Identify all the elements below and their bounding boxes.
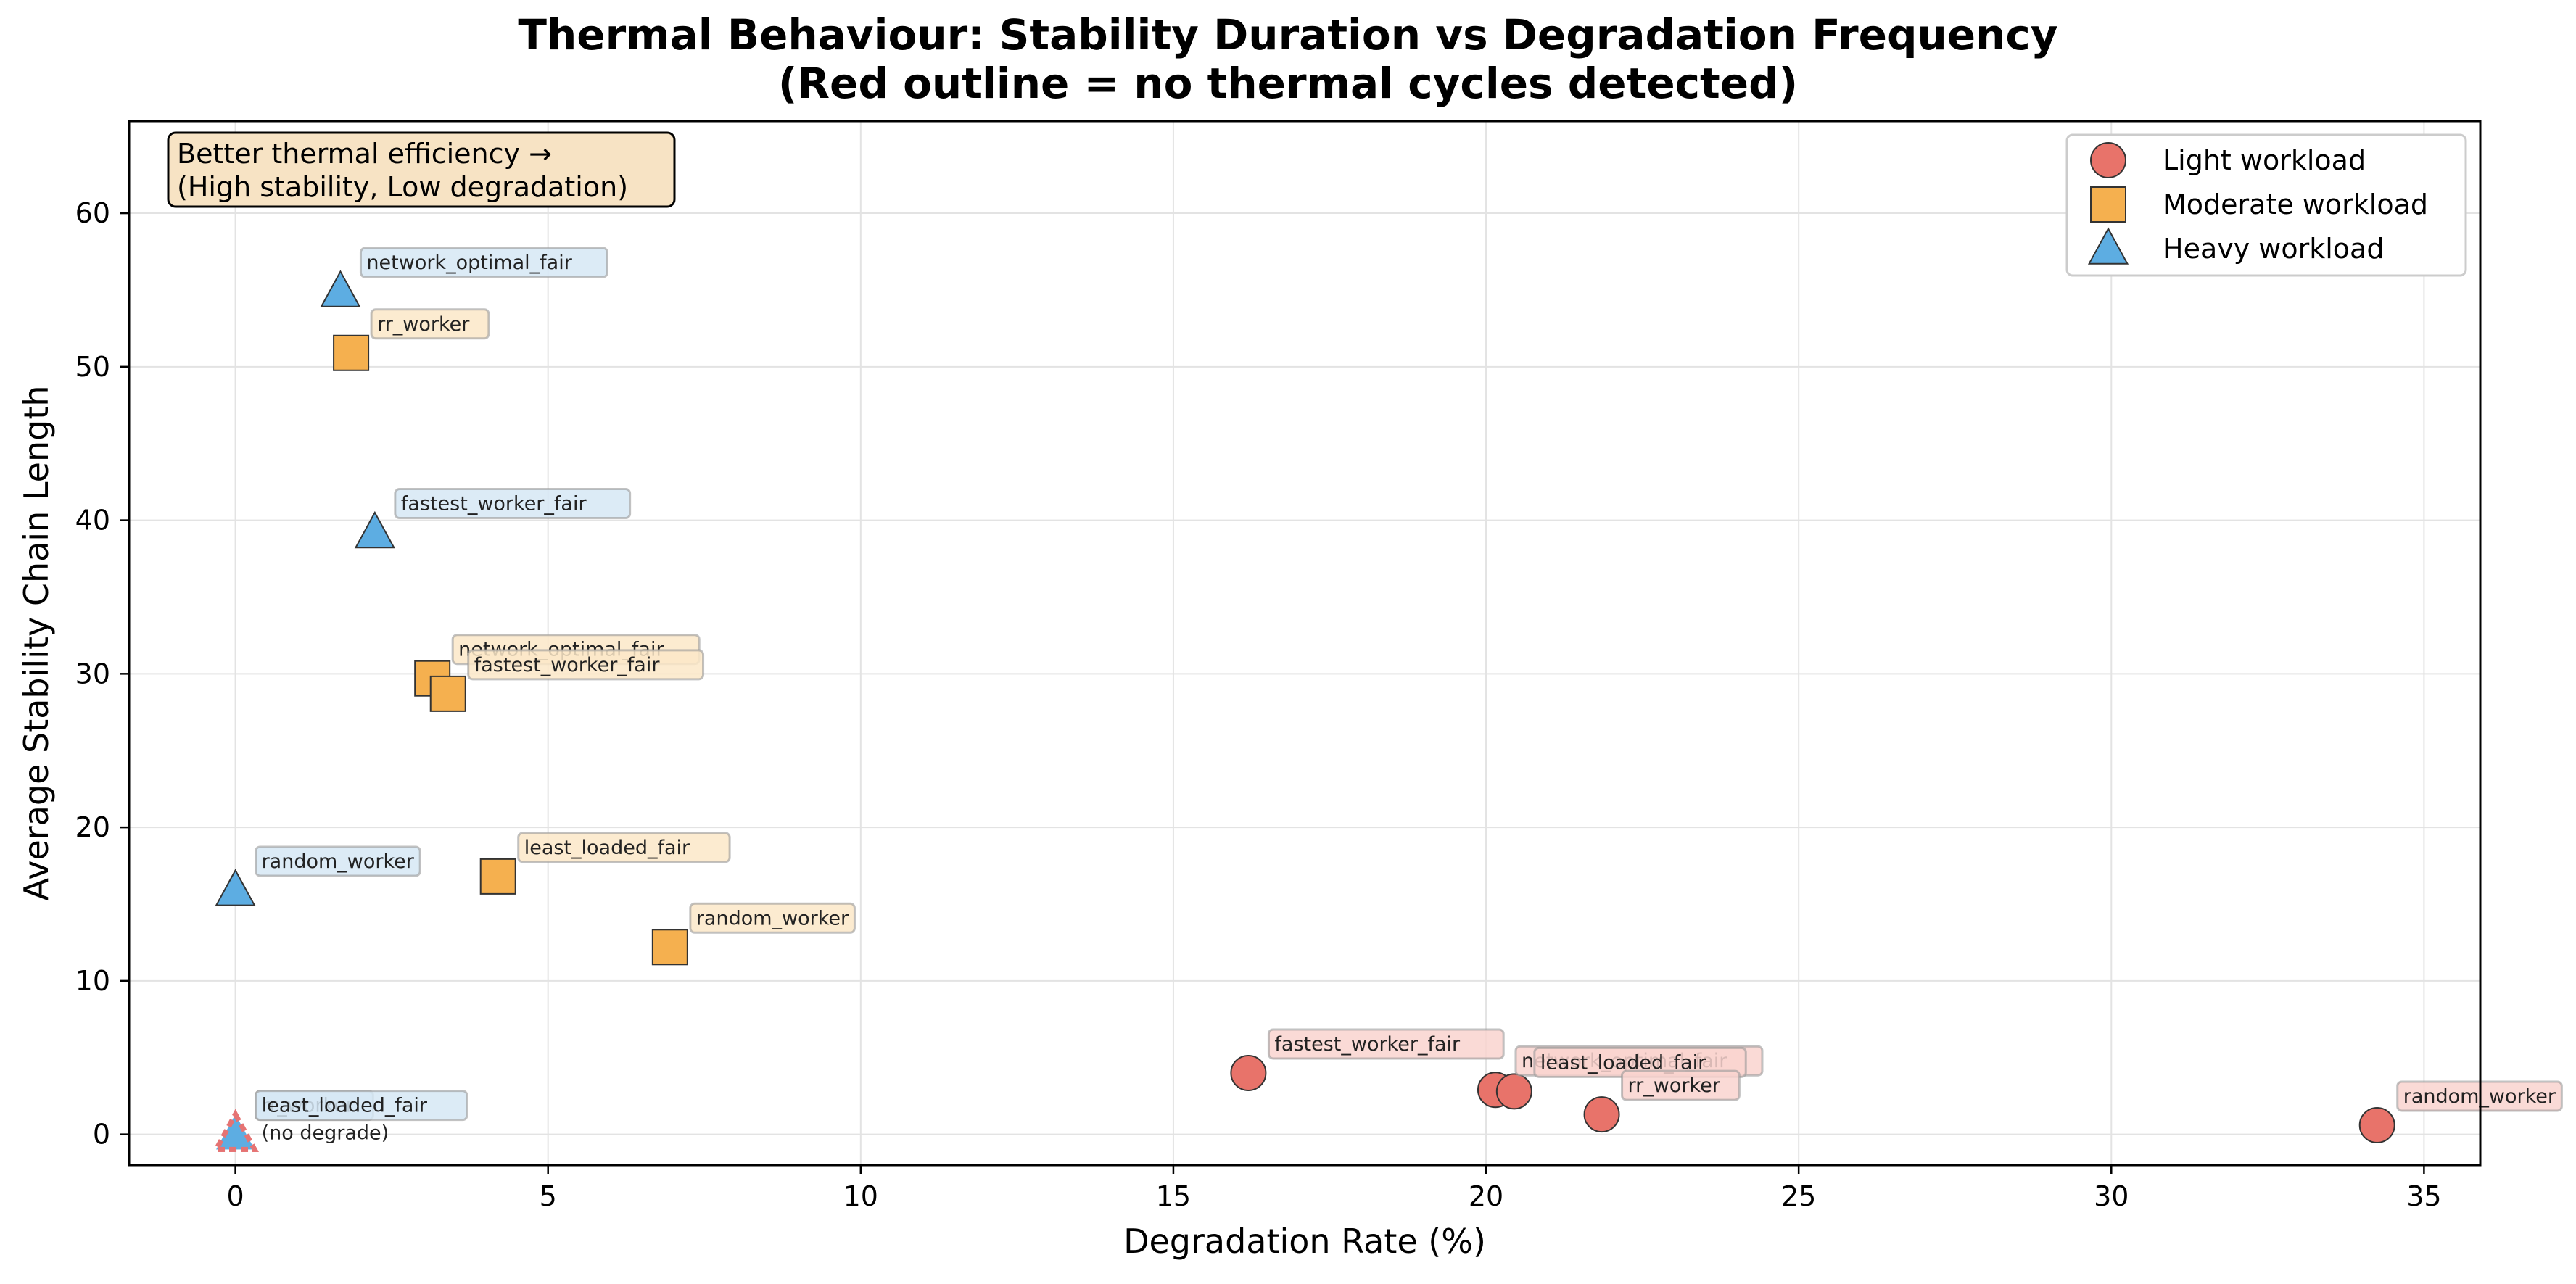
point-label: random_worker: [689, 902, 856, 934]
point-label-box: [359, 247, 608, 278]
legend-label: Light workload: [2163, 144, 2366, 176]
data-points: [212, 270, 2395, 1152]
point-label: rr_worker: [1621, 1069, 1741, 1101]
plot-frame: [128, 120, 2482, 1167]
point-label-text: random_worker: [696, 907, 849, 929]
y-tick-label: 40: [75, 505, 110, 537]
point-label-text: fastest_worker_fair: [1274, 1033, 1461, 1056]
legend: Light workload Moderate workload Heavy wor…: [2065, 133, 2467, 277]
x-tick-label: 20: [1469, 1180, 1503, 1212]
y-tick-label: 10: [75, 965, 110, 997]
point-label: random_worker: [255, 845, 421, 877]
legend-label: Moderate workload: [2163, 189, 2428, 220]
point-label-box: [1267, 1028, 1505, 1060]
x-tick-label: 15: [1156, 1180, 1191, 1212]
x-tick-label: 5: [540, 1180, 557, 1212]
point-label-text: random_worker: [262, 850, 415, 873]
chart-subtitle: (Red outline = no thermal cycles detecte…: [778, 59, 1798, 108]
x-tick-label: 0: [226, 1180, 244, 1212]
y-tick-label: 0: [93, 1119, 110, 1151]
note-box: Better thermal efficiency → (High stabil…: [167, 131, 676, 208]
y-tick-label: 60: [75, 197, 110, 229]
point-label-text: fastest_worker_fair: [401, 493, 587, 515]
circle-point: [1230, 1054, 1267, 1091]
note-line-1: Better thermal efficiency →: [177, 138, 552, 170]
legend-marker-triangle: [2087, 227, 2129, 265]
point-label-text: rr_worker: [377, 313, 470, 336]
point-label: rr_worker: [370, 308, 490, 340]
circle-point: [1583, 1096, 1620, 1133]
point-label-box: [370, 308, 490, 340]
x-axis-label: Degradation Rate (%): [1123, 1222, 1486, 1261]
point-label-box: [517, 832, 731, 863]
point-label-box: [1621, 1069, 1741, 1101]
triangle-point: [212, 1109, 259, 1152]
point-label-box: [394, 488, 632, 520]
point-label-text: network_optimal_fair: [366, 252, 572, 274]
point-label: network_optimal_fair: [359, 247, 608, 278]
point-label-text: rr_worker: [1628, 1074, 1721, 1097]
point-label: fastest_worker_fair: [1267, 1028, 1505, 1060]
point-label: least_loaded_fair: [517, 832, 731, 863]
chart-title: Thermal Behaviour: Stability Duration vs…: [518, 10, 2057, 59]
point-label-text: least_loaded_fair: [262, 1095, 428, 1117]
square-point: [429, 675, 466, 712]
point-label: fastest_worker_fair: [467, 649, 705, 681]
axis-ticks: 0 5 10 15 20 25 30 35 0 10 20 30 40 50 60: [75, 197, 2442, 1212]
point-label: least_loaded_fair: [1533, 1046, 1747, 1078]
y-tick-label: 50: [75, 351, 110, 383]
point-label-box: [689, 902, 856, 934]
no-degrade-text: (no degrade): [262, 1122, 389, 1145]
square-point: [333, 334, 370, 371]
point-label-text: fastest_worker_fair: [474, 654, 661, 676]
point-labels: fastest_worker_fair network_optimal_fairl…: [255, 247, 2563, 1145]
legend-label: Heavy workload: [2163, 233, 2384, 265]
x-tick-label: 35: [2406, 1180, 2441, 1212]
point-label-box: [255, 1090, 468, 1122]
x-tick-label: 25: [1781, 1180, 1816, 1212]
triangle-point: [215, 869, 256, 906]
note-line-2: (High stability, Low degradation): [177, 171, 628, 203]
point-label: fastest_worker_fair: [394, 488, 632, 520]
point-label-box: [255, 845, 421, 877]
y-axis-label: Average Stability Chain Length: [17, 385, 56, 900]
circle-point: [1495, 1073, 1532, 1110]
y-tick-label: 20: [75, 811, 110, 843]
triangle-point: [320, 270, 361, 307]
point-label-box: [467, 649, 705, 681]
y-tick-label: 30: [75, 658, 110, 689]
legend-marker-square: [2090, 186, 2126, 223]
circle-point: [2358, 1106, 2395, 1143]
triangle-point: [354, 510, 395, 549]
x-tick-label: 10: [843, 1180, 878, 1212]
x-tick-label: 30: [2094, 1180, 2129, 1212]
square-point: [479, 858, 516, 895]
point-label: least_loaded_fair (no degrade): [255, 1090, 468, 1145]
point-label-text: least_loaded_fair: [524, 837, 690, 859]
square-point: [651, 929, 688, 966]
legend-marker-circle: [2090, 142, 2126, 178]
